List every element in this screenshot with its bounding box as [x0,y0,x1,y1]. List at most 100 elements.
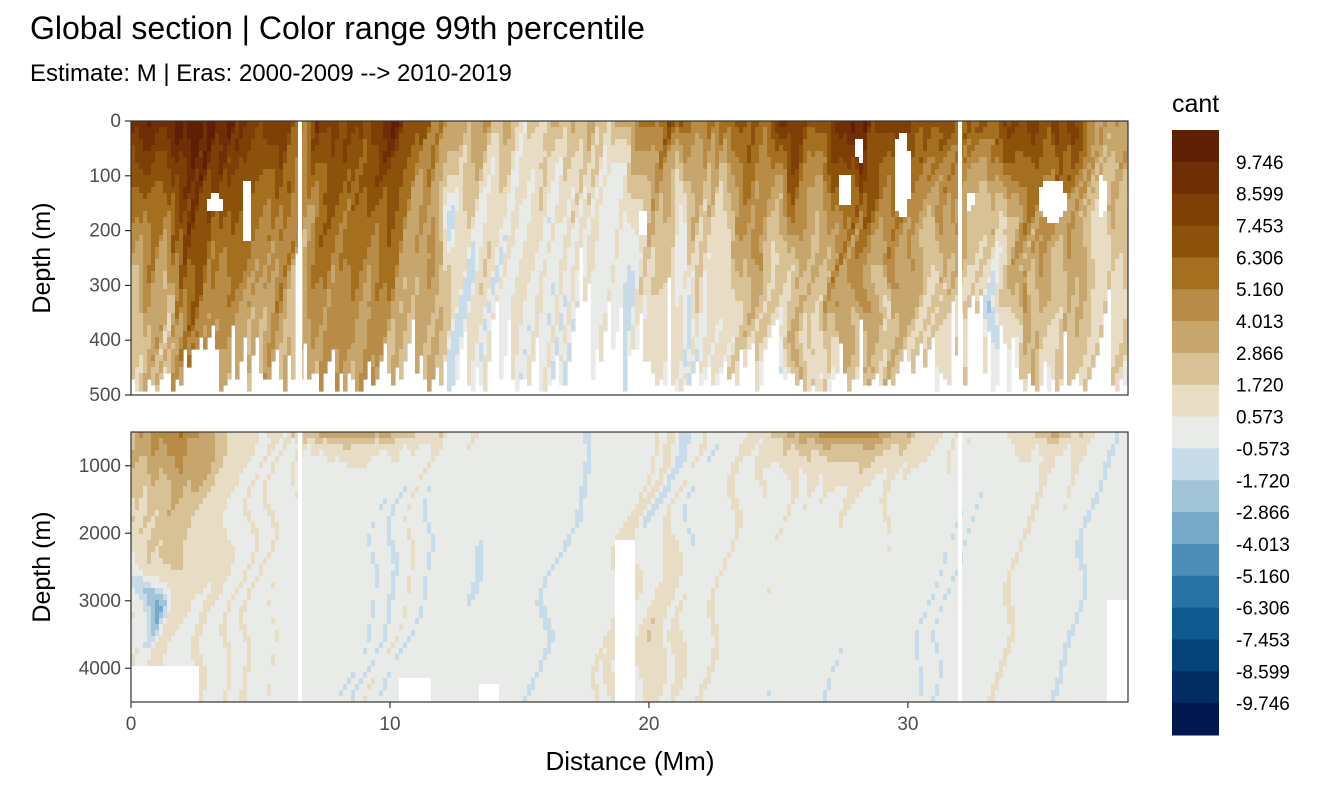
field-cell [919,121,924,128]
field-cell [135,121,140,128]
field-cell [799,444,804,457]
field-cell [915,223,920,308]
field-cell [1095,175,1100,182]
field-cell [1051,121,1056,134]
field-cell [1083,121,1088,158]
field-cell [603,636,608,649]
field-cell [539,618,544,661]
field-cell [399,349,404,380]
field-cell [911,468,916,702]
field-cell [195,331,200,338]
field-cell [1083,193,1088,200]
field-cell [1031,163,1036,218]
field-cell [475,121,480,182]
y-tick-label: 400 [89,330,121,351]
field-cell [971,522,976,702]
field-cell [803,229,808,272]
field-cell [227,432,232,499]
field-cell [811,265,816,284]
field-cell [791,247,796,266]
field-cell [691,468,696,487]
field-cell [479,540,484,583]
field-cell [675,121,680,128]
field-cell [155,666,160,702]
field-cell [247,301,252,308]
field-cell [1083,247,1088,302]
field-cell [1115,355,1120,374]
field-cell [815,253,820,278]
field-cell [1055,678,1060,697]
field-cell [559,223,564,260]
field-cell [415,432,420,451]
field-cell [399,438,404,451]
field-cell [211,217,216,242]
field-cell [543,133,548,152]
field-cell [747,223,752,278]
field-cell [547,121,552,158]
field-cell [835,337,840,374]
field-cell [131,498,136,517]
field-cell [927,337,932,350]
field-cell [1099,325,1104,338]
field-cell [967,528,972,535]
field-cell [795,277,800,290]
field-cell [751,259,756,320]
field-cell [443,432,448,439]
field-cell [207,612,212,702]
field-cell [211,606,216,702]
field-cell [1019,271,1024,308]
field-cell [731,175,736,212]
field-cell [139,600,144,667]
field-cell [159,606,164,613]
field-cell [871,373,876,380]
field-cell [515,187,520,230]
field-cell [871,121,876,212]
field-cell [1055,241,1060,314]
field-cell [163,343,168,350]
field-cell [947,289,952,296]
field-cell [591,432,596,667]
field-cell [531,678,536,691]
field-cell [171,373,176,392]
field-cell [887,432,892,439]
field-cell [715,444,720,451]
field-cell [191,331,196,344]
field-cell [139,223,144,236]
field-cell [927,277,932,308]
field-cell [239,157,244,212]
field-cell [567,534,572,547]
field-cell [591,199,596,218]
field-cell [491,271,496,278]
field-cell [219,636,224,702]
field-cell [775,540,780,702]
field-cell [395,642,400,655]
field-cell [795,498,800,702]
field-cell [159,546,164,559]
field-cell [1043,337,1048,362]
field-cell [1095,157,1100,164]
field-cell [131,612,136,619]
field-cell [559,355,564,362]
field-cell [463,121,468,134]
field-cell [451,193,456,206]
field-cell [535,432,540,601]
chart-subtitle: Estimate: M | Eras: 2000-2009 --> 2010-2… [30,60,512,87]
field-cell [203,690,208,702]
field-cell [535,253,540,296]
field-cell [1091,157,1096,170]
field-cell [1099,145,1104,158]
field-cell [731,211,736,242]
field-cell [447,432,452,702]
field-cell [275,462,280,523]
field-cell [747,337,752,350]
field-cell [835,331,840,338]
field-cell [243,666,248,702]
field-cell [1015,319,1020,338]
field-cell [199,151,204,158]
field-cell [559,175,564,224]
field-cell [155,121,160,134]
field-cell [179,151,184,224]
field-cell [1007,121,1012,128]
field-cell [951,133,956,146]
field-cell [907,337,912,362]
